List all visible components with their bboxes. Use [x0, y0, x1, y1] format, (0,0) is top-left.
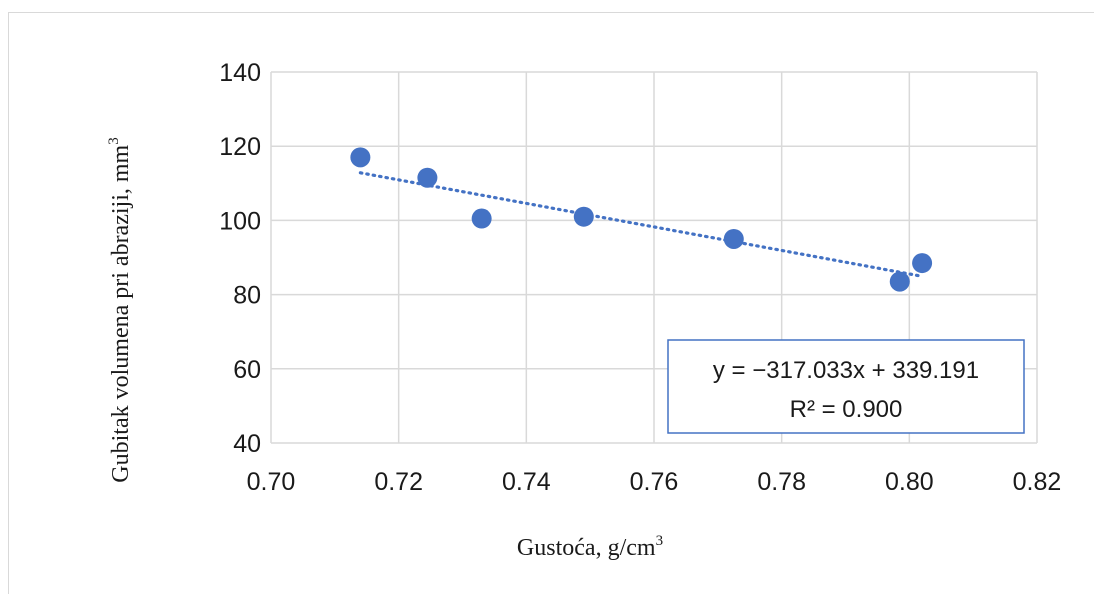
- x-tick-label-0: 0.70: [247, 468, 296, 496]
- y-tick-label-4: 120: [219, 133, 261, 161]
- trendline: [358, 171, 924, 278]
- r-squared-label: R² = 0.900: [790, 396, 903, 423]
- x-tick-label-3: 0.76: [630, 468, 679, 496]
- y-tick-label-0: 40: [233, 430, 261, 458]
- x-tick-labels: 0.70 0.72 0.74 0.76 0.78 0.80 0.82: [247, 468, 1062, 496]
- x-axis-title-superscript: 3: [656, 533, 664, 549]
- equation-box: y = −317.033x + 339.191 R² = 0.900: [667, 339, 1025, 434]
- y-tick-label-2: 80: [233, 282, 261, 310]
- data-point-2: [471, 208, 492, 229]
- trendline-group: [358, 171, 924, 278]
- x-tick-label-2: 0.74: [502, 468, 551, 496]
- y-tick-label-5: 140: [219, 59, 261, 87]
- y-tick-labels: 40 60 80 100 120 140: [219, 59, 261, 458]
- x-axis-title-text: Gustoća, g/cm: [517, 535, 656, 561]
- y-tick-label-3: 100: [219, 207, 261, 235]
- y-axis-title-superscript: 3: [106, 137, 122, 145]
- y-tick-label-1: 60: [233, 356, 261, 384]
- data-point-6: [912, 253, 933, 274]
- data-point-0: [350, 147, 371, 168]
- y-axis-title-text: Gubitak volumena pri abraziji, mm: [108, 144, 134, 482]
- x-tick-label-1: 0.72: [374, 468, 423, 496]
- y-axis-title: Gubitak volumena pri abraziji, mm3: [106, 137, 134, 482]
- data-point-1: [417, 167, 438, 188]
- data-point-5: [889, 271, 910, 292]
- chart-frame: [8, 12, 1094, 594]
- data-point-4: [723, 228, 744, 249]
- trendline-equation: y = −317.033x + 339.191: [713, 357, 979, 384]
- x-tick-label-4: 0.78: [757, 468, 806, 496]
- x-tick-label-6: 0.82: [1013, 468, 1062, 496]
- data-points: [350, 147, 933, 292]
- x-axis-title: Gustoća, g/cm3: [517, 533, 663, 561]
- x-tick-label-5: 0.80: [885, 468, 934, 496]
- data-point-3: [573, 206, 594, 227]
